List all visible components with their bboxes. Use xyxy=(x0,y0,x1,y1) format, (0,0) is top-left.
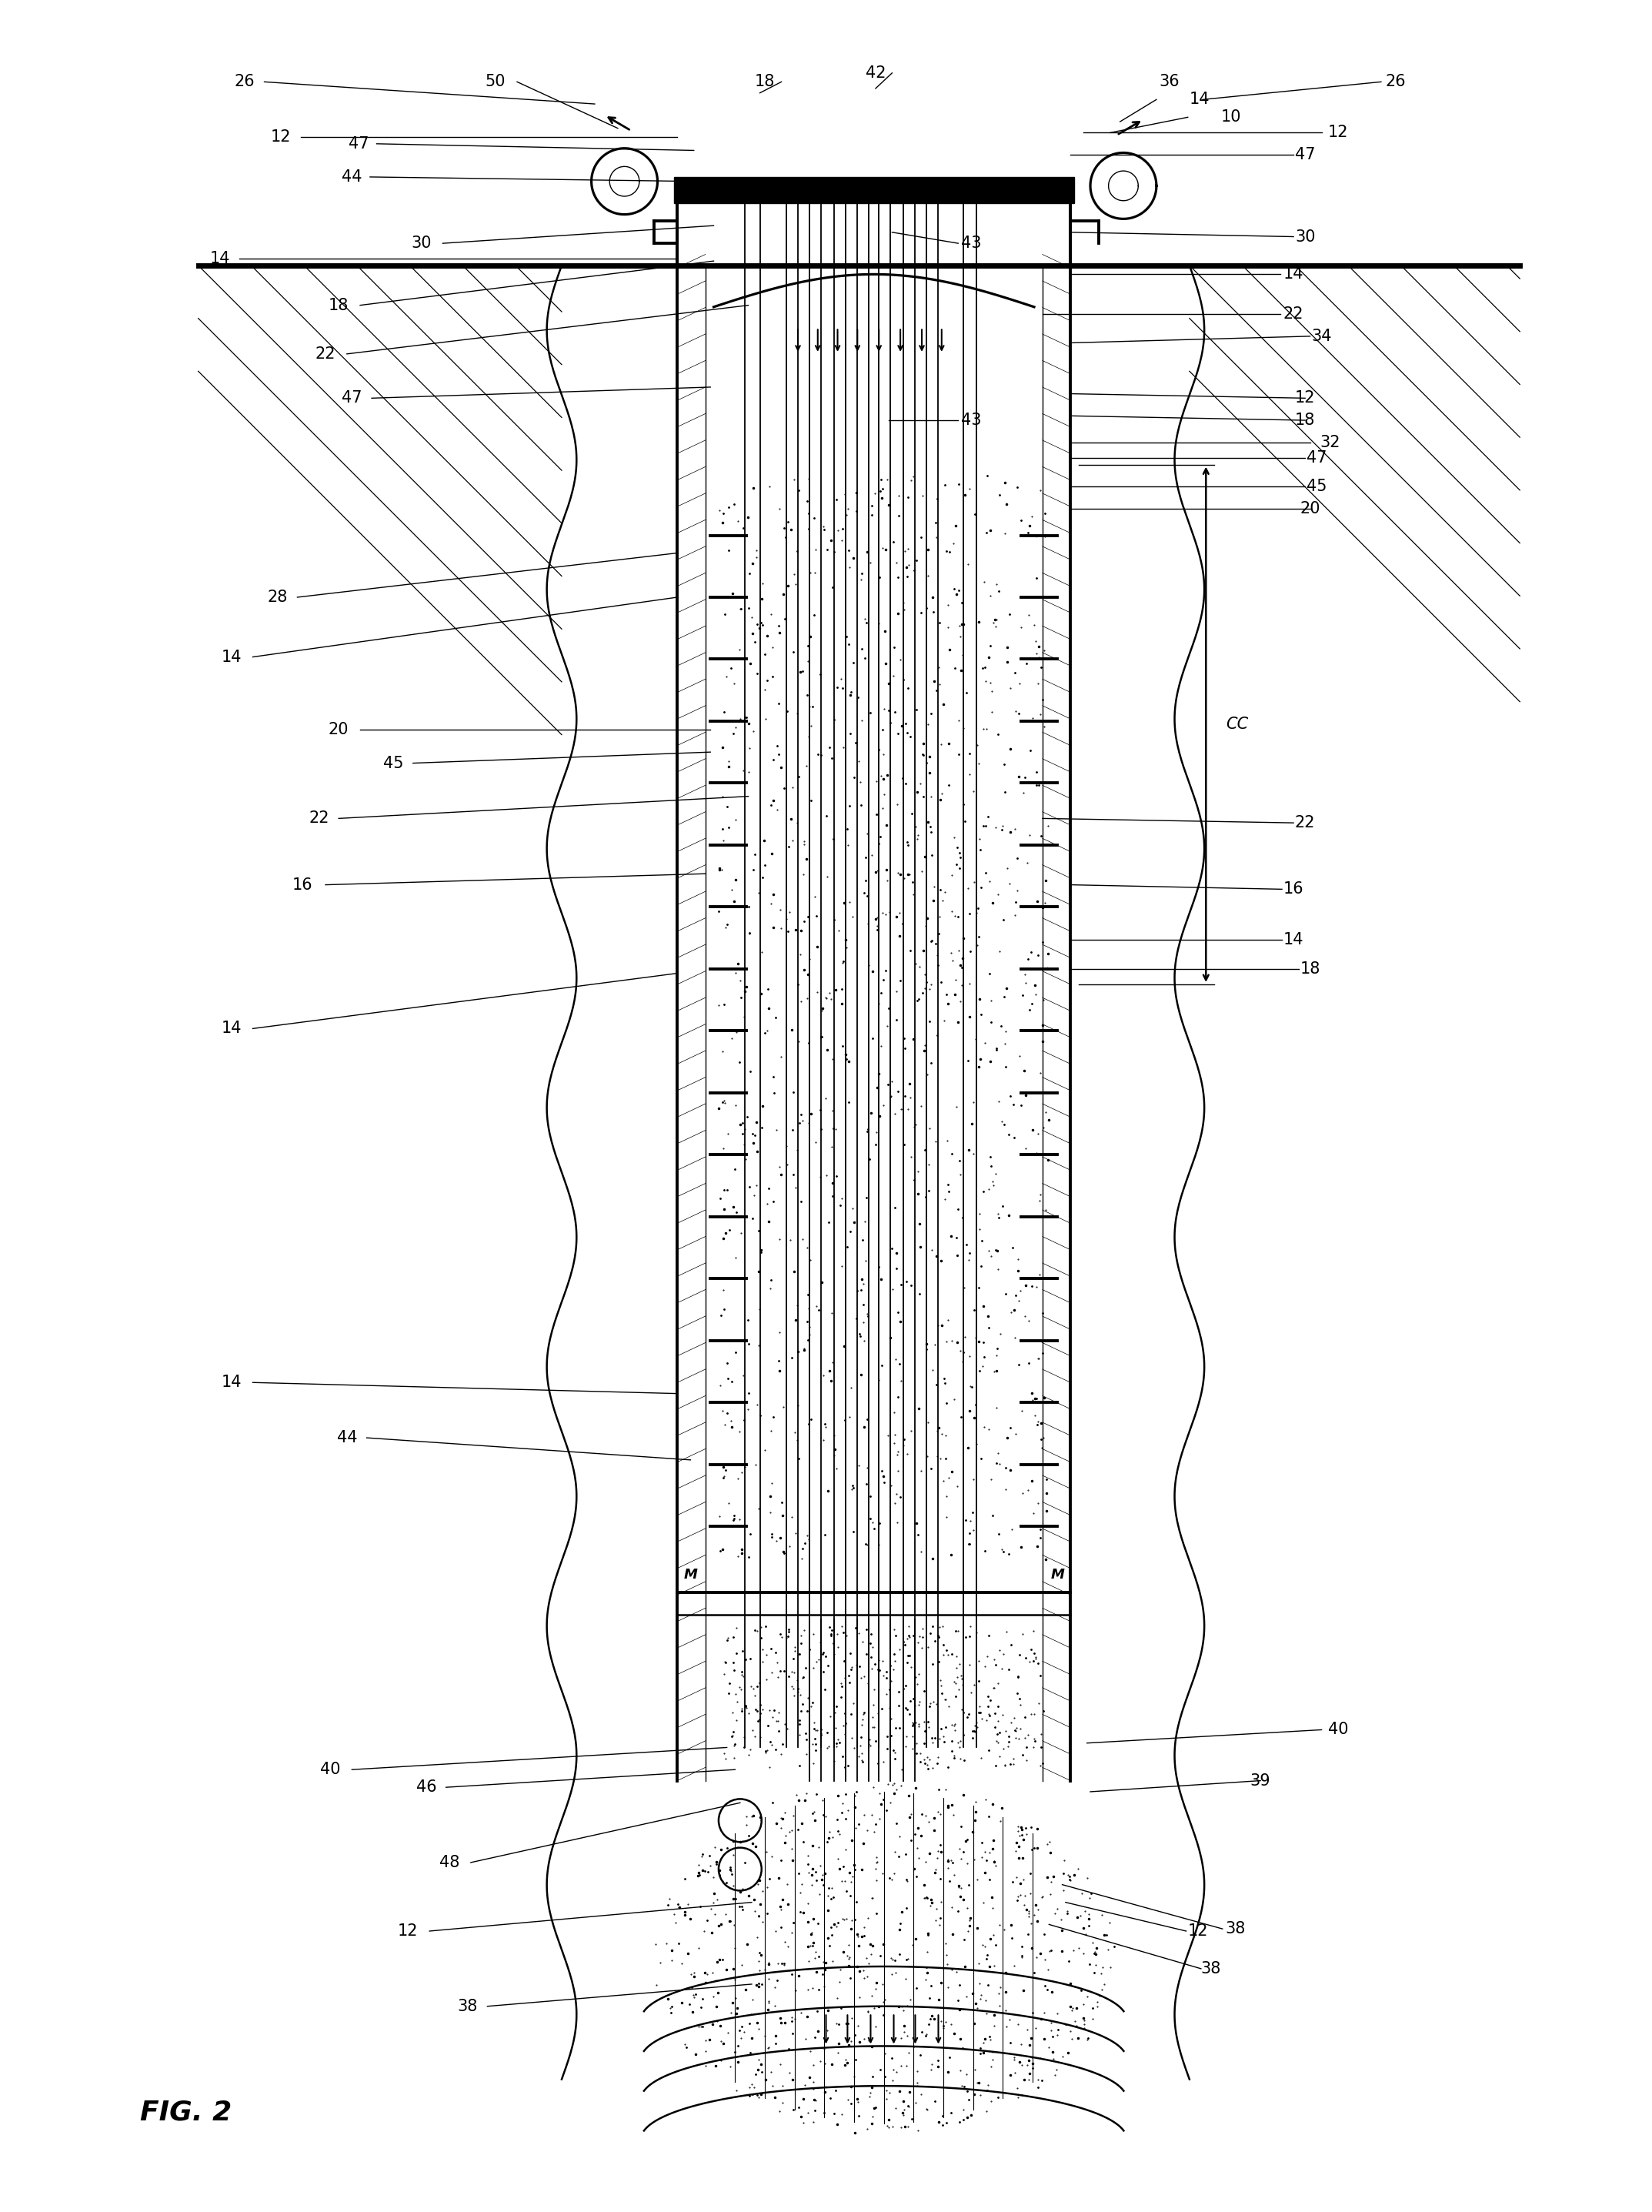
Text: 18: 18 xyxy=(1295,414,1315,427)
Text: 22: 22 xyxy=(1284,307,1303,321)
Text: 44: 44 xyxy=(337,1431,357,1444)
Text: 47: 47 xyxy=(1295,148,1315,161)
Text: 26: 26 xyxy=(1386,75,1406,88)
Text: 36: 36 xyxy=(1160,75,1180,88)
Text: 14: 14 xyxy=(1284,268,1303,281)
Text: 22: 22 xyxy=(316,347,335,361)
Text: 30: 30 xyxy=(411,237,431,250)
Text: 10: 10 xyxy=(1221,111,1241,124)
Text: 46: 46 xyxy=(416,1781,436,1794)
Text: 26: 26 xyxy=(235,75,254,88)
Text: 34: 34 xyxy=(1312,330,1332,343)
Text: 14: 14 xyxy=(221,1376,241,1389)
Text: 20: 20 xyxy=(1300,502,1320,515)
Text: M: M xyxy=(684,1568,697,1582)
Text: 18: 18 xyxy=(1300,962,1320,975)
Text: 30: 30 xyxy=(1295,230,1315,243)
Text: 38: 38 xyxy=(1201,1962,1221,1975)
Text: 39: 39 xyxy=(1251,1774,1270,1787)
Text: 28: 28 xyxy=(268,591,287,604)
Text: 14: 14 xyxy=(221,1022,241,1035)
Text: 43: 43 xyxy=(961,237,981,250)
Text: 32: 32 xyxy=(1320,436,1340,449)
Text: 14: 14 xyxy=(1284,933,1303,947)
Text: 12: 12 xyxy=(271,131,291,144)
Text: 12: 12 xyxy=(1188,1924,1208,1938)
Text: FIG. 2: FIG. 2 xyxy=(140,2099,233,2126)
Bar xyxy=(674,177,1074,204)
Text: 22: 22 xyxy=(309,812,329,825)
Text: 42: 42 xyxy=(866,66,885,80)
Text: 18: 18 xyxy=(329,299,349,312)
Text: 16: 16 xyxy=(1284,883,1303,896)
Text: 14: 14 xyxy=(1189,93,1209,106)
Text: 45: 45 xyxy=(1307,480,1327,493)
Text: 12: 12 xyxy=(1295,392,1315,405)
Text: 48: 48 xyxy=(439,1856,459,1869)
Text: 43: 43 xyxy=(961,414,981,427)
Text: 47: 47 xyxy=(1307,451,1327,465)
Text: 12: 12 xyxy=(1328,126,1348,139)
Text: 40: 40 xyxy=(1328,1723,1348,1736)
Text: 38: 38 xyxy=(458,2000,477,2013)
Text: 47: 47 xyxy=(349,137,368,150)
Text: 45: 45 xyxy=(383,757,403,770)
Text: 38: 38 xyxy=(1226,1922,1246,1936)
Text: 47: 47 xyxy=(342,392,362,405)
Text: M: M xyxy=(1051,1568,1064,1582)
Text: CC: CC xyxy=(1226,717,1249,732)
Text: 50: 50 xyxy=(486,75,506,88)
Text: 40: 40 xyxy=(320,1763,340,1776)
Text: 14: 14 xyxy=(221,650,241,664)
Text: 12: 12 xyxy=(398,1924,418,1938)
Text: 16: 16 xyxy=(292,878,312,891)
Text: 44: 44 xyxy=(342,170,362,184)
Text: 18: 18 xyxy=(755,75,775,88)
Text: 22: 22 xyxy=(1295,816,1315,830)
Text: 20: 20 xyxy=(329,723,349,737)
Text: 14: 14 xyxy=(210,252,230,265)
